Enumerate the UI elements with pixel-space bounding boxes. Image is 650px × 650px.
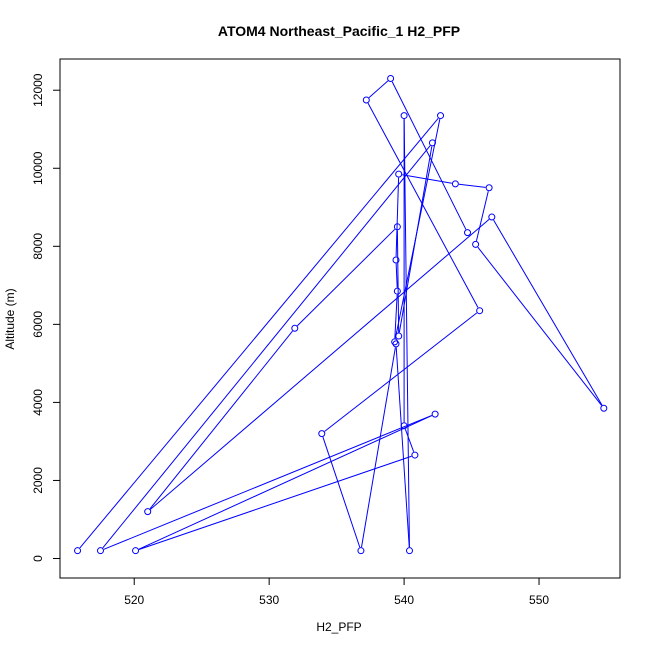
series-segment: [149, 330, 293, 510]
series-segment: [395, 177, 400, 257]
data-point: [392, 256, 400, 264]
series-segment: [404, 429, 415, 452]
data-point: [476, 307, 484, 315]
data-point: [485, 184, 493, 192]
data-point: [395, 170, 403, 178]
data-point: [472, 240, 480, 248]
data-point: [144, 508, 152, 516]
data-point: [431, 410, 439, 418]
series-segment: [403, 119, 410, 548]
x-tick-label: 550: [529, 593, 549, 607]
series-segment: [396, 230, 400, 333]
series-segment: [361, 347, 396, 548]
plot-frame: [59, 58, 621, 579]
data-point: [437, 112, 445, 120]
series-segment: [394, 294, 398, 339]
data-point: [400, 422, 408, 430]
data-point: [74, 547, 82, 555]
data-point: [392, 340, 400, 348]
data-point: [391, 338, 399, 346]
data-point: [393, 223, 401, 231]
data-point: [96, 547, 104, 555]
data-point: [411, 451, 419, 459]
data-point: [400, 112, 408, 120]
series-segment: [324, 312, 478, 432]
series-segment: [391, 81, 467, 230]
series-segment: [458, 183, 486, 188]
x-tick-label: 520: [124, 593, 144, 607]
y-tick-label: 0: [31, 555, 45, 562]
y-tick-label: 10000: [31, 151, 45, 185]
series-segment: [475, 191, 489, 241]
series-segment: [398, 146, 433, 333]
series-segment: [395, 347, 410, 548]
series-segment: [368, 80, 389, 98]
data-point: [132, 547, 140, 555]
x-axis-label: H2_PFP: [316, 620, 361, 634]
y-axis: 0 2000 4000 6000 8000 10000 12000: [31, 73, 61, 562]
series-segment: [79, 118, 439, 549]
x-tick-label: 540: [394, 593, 414, 607]
data-point: [387, 75, 395, 83]
x-tick-label: 530: [259, 593, 279, 607]
series-segment: [367, 102, 479, 308]
series-segment: [395, 263, 398, 288]
series-segment: [138, 455, 412, 550]
data-point: [291, 324, 299, 332]
data-point: [464, 229, 472, 237]
y-tick-label: 4000: [31, 389, 45, 416]
series-lines: [79, 80, 603, 550]
y-tick-label: 8000: [31, 233, 45, 260]
series-segment: [103, 415, 432, 550]
data-point: [488, 213, 496, 221]
series-segment: [402, 174, 452, 184]
chart-title: ATOM4 Northeast_Pacific_1 H2_PFP: [218, 23, 460, 39]
data-point: [428, 139, 436, 147]
x-axis: 520 530 540 550: [124, 577, 549, 607]
y-tick-label: 6000: [31, 311, 45, 338]
series-segment: [102, 145, 431, 549]
data-point: [600, 404, 608, 412]
data-point: [393, 287, 401, 295]
series-segment: [477, 246, 602, 406]
data-point: [395, 332, 403, 340]
data-point: [318, 430, 326, 438]
series-segment: [138, 415, 433, 550]
data-point: [451, 180, 459, 188]
series-points: [74, 75, 608, 555]
y-tick-label: 2000: [31, 467, 45, 494]
y-axis-label: Altitude (m): [3, 288, 17, 349]
data-point: [362, 96, 370, 104]
series-segment: [493, 219, 603, 406]
data-point: [405, 547, 413, 555]
series-segment: [322, 436, 361, 548]
data-point: [357, 547, 365, 555]
series-segment: [297, 228, 396, 327]
series-segment: [150, 219, 490, 510]
y-tick-label: 12000: [31, 73, 45, 107]
